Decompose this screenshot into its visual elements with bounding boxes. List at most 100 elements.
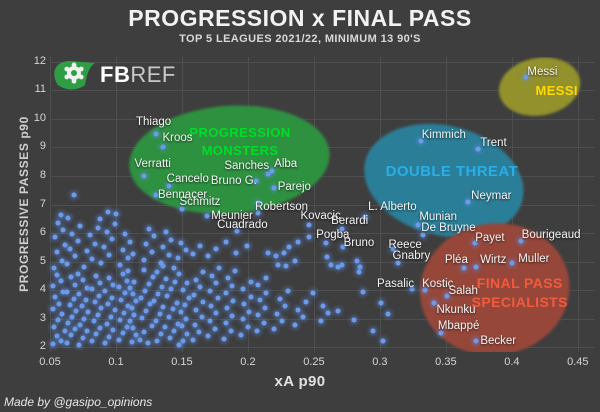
- data-point: [378, 300, 384, 306]
- data-point: [76, 342, 82, 348]
- data-point: [262, 305, 268, 311]
- data-point: [106, 334, 112, 340]
- data-point: [335, 264, 341, 270]
- data-point: [137, 337, 143, 343]
- player-label: Parejo: [277, 180, 311, 193]
- data-point: [112, 221, 118, 227]
- player-point: [472, 240, 478, 246]
- data-point: [255, 282, 261, 288]
- player-point: [475, 146, 481, 152]
- data-point: [129, 305, 135, 311]
- data-point: [159, 284, 165, 290]
- data-point: [328, 262, 334, 268]
- y-tick-label: 10: [33, 111, 46, 124]
- x-tick-label: 0.1: [108, 356, 124, 368]
- data-point: [162, 324, 168, 330]
- player-label: Neymar: [471, 189, 512, 202]
- data-point: [356, 269, 362, 275]
- data-point: [133, 298, 139, 304]
- data-point: [124, 324, 130, 330]
- data-point: [117, 317, 123, 323]
- data-point: [230, 298, 236, 304]
- data-point: [101, 244, 107, 250]
- player-point: [420, 232, 426, 238]
- data-point: [110, 282, 116, 288]
- data-point: [125, 255, 131, 261]
- data-point: [277, 296, 283, 302]
- data-point: [176, 271, 182, 277]
- data-point: [64, 289, 70, 295]
- player-point: [153, 131, 159, 137]
- data-point: [205, 333, 211, 339]
- data-point: [320, 303, 326, 309]
- player-label: Pogba: [316, 229, 350, 242]
- data-point: [292, 322, 298, 328]
- data-point: [223, 290, 228, 296]
- data-point: [339, 262, 345, 268]
- data-point: [65, 215, 71, 221]
- data-point: [104, 229, 110, 235]
- data-point: [283, 263, 289, 269]
- logo-ref-text: REF: [130, 62, 176, 87]
- data-point: [197, 284, 203, 290]
- player-point: [465, 199, 471, 205]
- data-point: [285, 288, 291, 294]
- data-point: [176, 342, 182, 348]
- cluster-blobs: [129, 57, 581, 352]
- data-point: [240, 316, 246, 322]
- data-point: [229, 283, 235, 289]
- data-point: [354, 258, 360, 264]
- player-point: [395, 260, 401, 266]
- data-point: [300, 314, 306, 320]
- data-point: [208, 303, 214, 309]
- data-point: [98, 305, 104, 311]
- data-point: [223, 320, 228, 326]
- player-point: [409, 286, 415, 292]
- data-point: [122, 231, 128, 237]
- data-point: [286, 244, 292, 250]
- data-point: [71, 192, 77, 198]
- data-point: [120, 247, 126, 253]
- data-point: [212, 326, 218, 332]
- player-point: [253, 178, 259, 184]
- player-label: Cuadrado: [217, 219, 268, 232]
- data-point: [306, 234, 312, 240]
- data-point: [279, 318, 285, 324]
- data-point: [95, 225, 100, 231]
- data-point: [133, 332, 139, 338]
- data-point: [97, 216, 103, 222]
- data-point: [263, 290, 269, 296]
- player-label: Schmitz: [179, 196, 221, 209]
- data-point: [127, 239, 133, 245]
- player-label: Wirtz: [480, 254, 507, 267]
- data-point: [50, 306, 56, 312]
- data-point: [91, 318, 97, 324]
- data-point: [102, 288, 108, 294]
- player-point: [523, 74, 529, 80]
- y-tick-label: 5: [39, 254, 46, 267]
- data-point: [73, 308, 79, 314]
- player-label: Pléa: [444, 254, 468, 267]
- data-point: [81, 264, 87, 270]
- data-point: [183, 316, 189, 322]
- data-point: [113, 211, 119, 217]
- data-point: [106, 275, 112, 281]
- gridline-y: [50, 233, 595, 235]
- gridline-y: [50, 61, 595, 63]
- logo-fb-text: FB: [100, 62, 131, 87]
- data-point: [139, 315, 145, 321]
- data-point: [102, 340, 108, 346]
- data-point: [324, 254, 330, 260]
- data-point: [303, 299, 309, 305]
- data-point: [120, 271, 126, 277]
- data-point: [151, 298, 157, 304]
- player-label: Bruno: [343, 237, 375, 250]
- data-point: [193, 277, 199, 283]
- player-label: Kroos: [162, 131, 193, 144]
- data-point: [255, 312, 261, 318]
- player-label: Kimmich: [421, 128, 466, 141]
- data-point: [146, 226, 152, 232]
- data-point: [196, 329, 202, 335]
- data-point: [77, 322, 83, 328]
- data-point: [274, 311, 280, 317]
